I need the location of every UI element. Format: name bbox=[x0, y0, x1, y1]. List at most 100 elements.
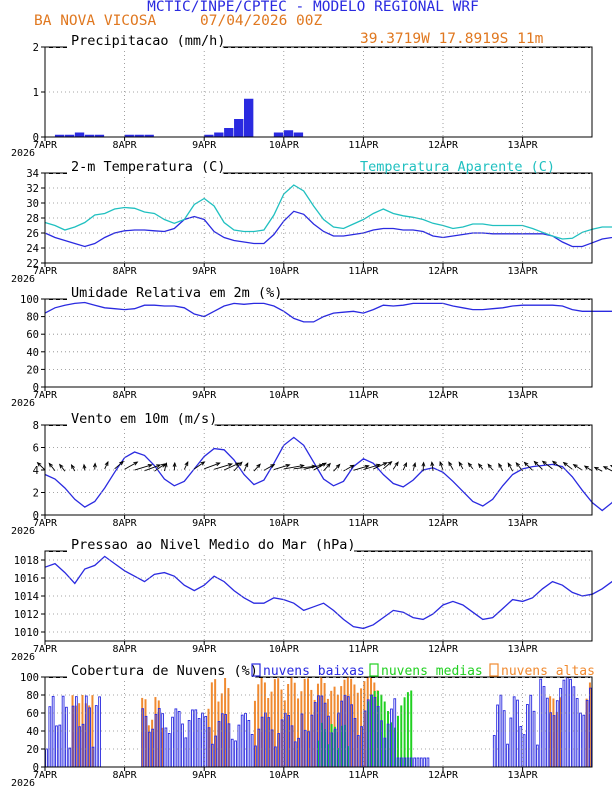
clouds-ytick-label: 20 bbox=[26, 744, 39, 756]
cloud-low-bar bbox=[565, 676, 569, 768]
cloud-low-bar bbox=[579, 712, 582, 768]
cloud-low-bar bbox=[230, 738, 234, 768]
cloud-low-bar bbox=[171, 716, 174, 768]
cloud-legend-label: nuvens altas bbox=[501, 664, 595, 679]
wind-arrow bbox=[92, 462, 97, 470]
wind-arrow bbox=[48, 462, 56, 472]
wind-arrow bbox=[82, 463, 87, 471]
wind-arrow bbox=[392, 461, 399, 470]
cloud-low-bar bbox=[181, 723, 184, 768]
pres-ytick-label: 1016 bbox=[14, 573, 39, 585]
precip-xtick-label: 12APR bbox=[428, 140, 459, 151]
cloud-low-bar bbox=[423, 757, 426, 768]
wind-arrow bbox=[533, 460, 543, 470]
cloud-high-bar bbox=[356, 692, 359, 767]
pres-xtick-label: 8APR bbox=[113, 644, 138, 655]
cloud-low-bar bbox=[94, 705, 98, 768]
wind-arrow bbox=[273, 463, 291, 470]
cloud-low-bar bbox=[496, 704, 499, 768]
temp-title: 2-m Temperatura (C) bbox=[71, 159, 225, 175]
clouds-ytick-label: 100 bbox=[20, 672, 39, 684]
precip-bar bbox=[234, 119, 244, 137]
wind-arrow bbox=[430, 461, 435, 472]
precip-bar bbox=[273, 132, 284, 137]
cloud-mid-bar bbox=[406, 692, 409, 767]
pres-xtick-label: 9APR bbox=[192, 644, 217, 655]
precip-panel: 0 1 2 7APR 8APR 9APR 10APR 11APR 12APR 13APR 2026 P… bbox=[11, 33, 593, 159]
cloud-low-bar bbox=[191, 709, 194, 768]
temp-ytick-label: 24 bbox=[26, 243, 39, 255]
cloud-mid-bar bbox=[317, 740, 320, 767]
cloud-legend-label: nuvens baixas bbox=[263, 664, 365, 679]
cloud-legend-label: nuvens medias bbox=[381, 664, 483, 679]
rh-xtick-label: 13APR bbox=[508, 390, 539, 401]
rh-ytick-label: 80 bbox=[26, 312, 39, 324]
precip-bar bbox=[54, 134, 65, 137]
precip-bar bbox=[94, 134, 105, 137]
temp-series-line bbox=[44, 210, 612, 248]
cloud-mid-bar bbox=[320, 722, 323, 767]
clouds-title: Cobertura de Nuvens (%) bbox=[71, 663, 258, 679]
precip-title-bg bbox=[67, 35, 223, 48]
wind-year-label: 2026 bbox=[11, 526, 35, 537]
cloud-mid-bar bbox=[387, 711, 390, 767]
cloud-low-bar bbox=[419, 757, 423, 768]
wind-arrow bbox=[154, 463, 166, 472]
cloud-low-bar bbox=[167, 733, 171, 768]
clouds-xtick-label: 7APR bbox=[33, 770, 58, 781]
temp-xtick-label: 10APR bbox=[269, 266, 300, 277]
wind-arrow bbox=[313, 462, 327, 471]
clouds-xtick-label: 13APR bbox=[508, 770, 539, 781]
clouds-ytick-label: 80 bbox=[26, 690, 39, 702]
precip-xtick-label: 13APR bbox=[508, 140, 539, 151]
precip-bar bbox=[74, 132, 85, 137]
cloud-low-bar bbox=[244, 712, 247, 768]
cloud-low-bar bbox=[512, 696, 516, 768]
precip-xtick-label: 11APR bbox=[348, 140, 379, 151]
cloud-low-bar bbox=[247, 719, 251, 768]
temp-ytick-label: 22 bbox=[26, 258, 39, 270]
cloud-low-bar bbox=[545, 697, 549, 768]
coordinates: 39.3719W 17.8919S 11m bbox=[360, 31, 544, 47]
pres-xtick-label: 7APR bbox=[33, 644, 58, 655]
cloud-low-bar bbox=[184, 737, 188, 768]
wind-arrow bbox=[402, 461, 407, 471]
cloud-low-bar bbox=[204, 715, 208, 768]
wind-title-bg bbox=[67, 413, 215, 426]
cloud-low-bar bbox=[68, 747, 72, 768]
wind-arrow bbox=[124, 461, 139, 470]
clouds-xtick-label: 8APR bbox=[113, 770, 138, 781]
pres-ytick-label: 1010 bbox=[14, 627, 39, 639]
precip-ytick-label: 2 bbox=[33, 42, 39, 54]
wind-arrow bbox=[333, 463, 341, 472]
wind-xtick-label: 11APR bbox=[348, 518, 379, 529]
cloud-legend-box bbox=[369, 663, 379, 677]
cloud-low-bar bbox=[61, 695, 65, 768]
wind-arrow bbox=[593, 466, 603, 472]
cloud-mid-bar bbox=[343, 724, 346, 767]
rh-frame bbox=[44, 298, 593, 388]
wind-arrow bbox=[70, 463, 76, 472]
cloud-low-bar bbox=[187, 720, 191, 768]
cloud-mid-bar bbox=[370, 694, 373, 767]
cloud-high-bar bbox=[91, 695, 94, 767]
wind-arrow bbox=[477, 463, 484, 470]
temp-series-line bbox=[44, 184, 612, 240]
cloud-legend-box bbox=[251, 663, 261, 677]
temp-ytick-label: 34 bbox=[26, 168, 39, 180]
cloud-mid-bar bbox=[367, 701, 370, 767]
wind-arrow bbox=[163, 462, 168, 472]
clouds-xtick-label: 12APR bbox=[428, 770, 459, 781]
cloud-low-bar bbox=[532, 710, 536, 768]
pres-ytick-label: 1018 bbox=[14, 555, 39, 567]
temp-panel: 22 24 26 28 30 32 34 7APR 8APR 9APR 10APR 11APR 12AP… bbox=[11, 159, 612, 285]
temp-xtick-label: 12APR bbox=[428, 266, 459, 277]
cloud-low-bar bbox=[164, 727, 168, 768]
cloud-low-bar bbox=[506, 743, 509, 768]
wind-arrow bbox=[458, 461, 464, 470]
precip-bar bbox=[293, 132, 304, 137]
cloud-low-bar bbox=[201, 712, 204, 768]
wind-xtick-label: 9APR bbox=[192, 518, 217, 529]
pres-xtick-label: 12APR bbox=[428, 644, 459, 655]
